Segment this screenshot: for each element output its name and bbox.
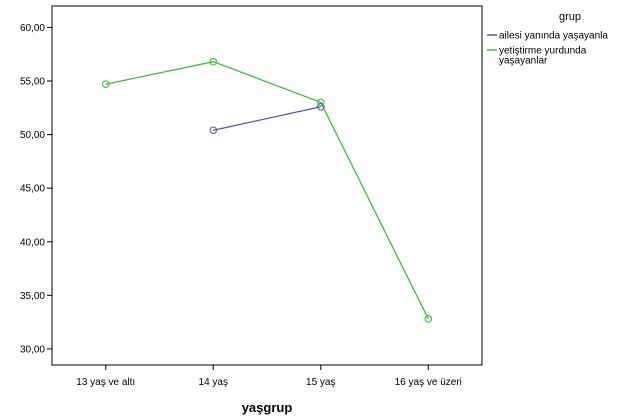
plot-area bbox=[51, 5, 483, 366]
y-tick-label: 40,00 bbox=[20, 237, 45, 248]
y-tick-label: 60,00 bbox=[20, 23, 45, 34]
y-tick-label: 50,00 bbox=[20, 130, 45, 141]
x-axis-ticks: 13 yaş ve altı 14 yaş 15 yaş 16 yaş ve üzer… bbox=[76, 365, 462, 388]
x-axis-title: yaşgrup bbox=[242, 400, 293, 415]
data-point bbox=[209, 57, 218, 66]
data-point bbox=[209, 126, 218, 135]
legend-label-2: yetiştirme yurdunda bbox=[499, 46, 587, 57]
data-point bbox=[316, 102, 325, 111]
legend: grup ailesi yanında yaşayanla yetiştirme … bbox=[487, 11, 608, 67]
series-line-2 bbox=[105, 61, 429, 320]
x-tick-label: 14 yaş bbox=[199, 377, 228, 388]
legend-title: grup bbox=[559, 11, 581, 23]
series-line-1 bbox=[213, 106, 321, 131]
data-point bbox=[101, 80, 110, 89]
y-tick-label: 35,00 bbox=[20, 291, 45, 302]
series-points bbox=[101, 57, 433, 323]
y-axis-ticks: 30,00 35,00 40,00 45,00 50,00 55,00 60,00 bbox=[20, 23, 52, 355]
y-tick-label: 30,00 bbox=[20, 344, 45, 355]
data-point bbox=[424, 315, 433, 323]
x-tick-label: 16 yaş ve üzeri bbox=[395, 377, 462, 388]
legend-label-2: yaşayanlar bbox=[499, 56, 548, 67]
y-tick-label: 45,00 bbox=[20, 184, 45, 195]
series-lines bbox=[105, 61, 429, 320]
y-tick-label: 55,00 bbox=[20, 77, 45, 88]
x-tick-label: 15 yaş bbox=[306, 377, 335, 388]
x-tick-label: 13 yaş ve altı bbox=[76, 377, 135, 388]
data-point bbox=[316, 98, 325, 107]
legend-label-1: ailesi yanında yaşayanla bbox=[499, 31, 608, 42]
